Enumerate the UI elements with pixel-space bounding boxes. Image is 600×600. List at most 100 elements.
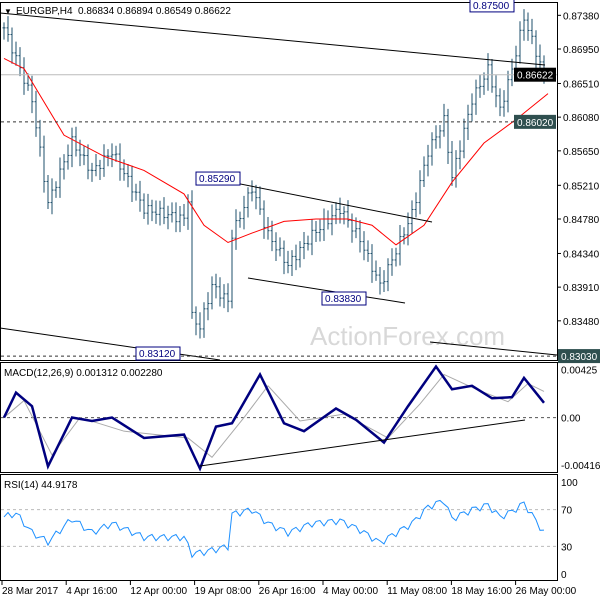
price-bar <box>374 260 378 281</box>
price-bar <box>110 143 114 168</box>
price-bar <box>238 211 242 228</box>
price-bar <box>474 79 478 115</box>
price-bar <box>350 213 354 243</box>
price-bar <box>362 231 366 261</box>
price-bar <box>2 22 6 40</box>
price-bar <box>202 302 206 338</box>
macd-tick-label: -0.004167 <box>561 461 600 472</box>
price-bar <box>278 237 282 257</box>
price-bar <box>258 186 262 215</box>
price-bar <box>294 244 298 271</box>
price-bar <box>302 231 306 260</box>
price-tick-label: 0.84780 <box>563 215 600 226</box>
price-tick-label: 0.87380 <box>563 11 600 22</box>
price-tick-label: 0.85210 <box>563 181 600 192</box>
price-bar <box>66 144 70 170</box>
price-bar <box>522 9 526 41</box>
price-bar <box>482 72 486 95</box>
rsi-tick-label: 0 <box>561 570 567 581</box>
price-bar <box>438 125 442 149</box>
rsi-tick-label: 100 <box>561 478 578 489</box>
price-bar <box>310 219 314 256</box>
price-bar <box>422 156 426 188</box>
price-bar <box>298 241 302 268</box>
price-bar <box>394 247 398 267</box>
price-bar <box>10 27 14 64</box>
price-bar <box>282 240 286 275</box>
trendline[interactable] <box>247 277 406 304</box>
price-bar <box>230 229 234 309</box>
price-bar <box>430 132 434 166</box>
price-bar <box>510 58 514 87</box>
macd-tick-label: 0.00425 <box>561 365 598 376</box>
collapse-arrow-icon[interactable]: ▼ <box>4 7 12 16</box>
trendline[interactable] <box>0 12 546 66</box>
price-bar <box>86 144 90 180</box>
price-bar <box>390 248 394 276</box>
price-bar <box>98 159 102 181</box>
price-bar <box>218 277 222 307</box>
macd-trendline[interactable] <box>429 341 558 356</box>
price-bar <box>50 178 54 215</box>
svg-text:0.83120: 0.83120 <box>139 349 176 360</box>
price-bar <box>366 240 370 262</box>
price-bar <box>286 250 290 274</box>
price-bar <box>486 53 490 91</box>
price-bar <box>382 270 386 293</box>
rsi-tick-label: 30 <box>561 542 573 553</box>
price-bar <box>454 150 458 188</box>
chart-header-symbol: EURGBP,H4 <box>16 6 73 17</box>
price-bar <box>306 235 310 251</box>
price-bar <box>154 200 158 224</box>
price-bar <box>182 203 186 226</box>
price-annotation: 0.85290 <box>195 171 241 186</box>
trendline[interactable] <box>204 176 433 223</box>
price-bar <box>138 180 142 212</box>
price-label-box <box>514 114 556 129</box>
price-bar <box>246 187 250 218</box>
price-tick-label: 0.86950 <box>563 45 600 56</box>
price-bar <box>54 181 58 198</box>
price-bar <box>134 183 138 201</box>
price-bar <box>446 108 450 164</box>
price-annotation: 0.87500 <box>469 0 515 13</box>
price-annotation: 0.83120 <box>135 346 181 361</box>
price-bar <box>406 212 410 246</box>
price-bar <box>434 125 438 149</box>
price-bar <box>358 220 362 253</box>
price-bar <box>442 103 446 137</box>
time-tick-label: 26 May 00:00 <box>516 586 577 597</box>
rsi-label: RSI(14) 44.9178 <box>4 480 78 491</box>
main-panel <box>0 2 558 361</box>
price-bar <box>490 59 494 93</box>
macd-main-line <box>2 364 545 472</box>
macd-trendline[interactable] <box>199 419 526 467</box>
price-bar <box>190 190 194 319</box>
price-bar <box>162 197 166 225</box>
price-bar <box>370 244 374 283</box>
price-bar <box>478 74 482 98</box>
price-bar <box>6 16 10 42</box>
price-bar <box>330 204 334 236</box>
macd-label: MACD(12,26,9) 0.001312 0.002280 <box>4 368 163 379</box>
trendline[interactable] <box>0 327 221 361</box>
price-bar <box>386 258 390 292</box>
price-bar <box>142 193 146 219</box>
price-tick-label: 0.86080 <box>563 113 600 124</box>
price-bar <box>18 47 22 77</box>
price-bar <box>58 157 62 198</box>
price-bar <box>242 195 246 230</box>
moving-average-line <box>3 57 549 246</box>
price-bar <box>146 193 150 225</box>
price-bar <box>126 164 130 188</box>
time-tick-label: 4 Apr 16:00 <box>66 586 118 597</box>
price-bar <box>214 273 218 299</box>
time-tick-label: 4 May 00:00 <box>323 586 378 597</box>
time-tick-label: 28 Mar 2017 <box>2 586 59 597</box>
price-bar <box>290 250 294 276</box>
price-bar <box>378 267 382 295</box>
price-bar <box>266 217 270 240</box>
price-bar <box>194 306 198 336</box>
time-tick-label: 12 Apr 00:00 <box>130 586 187 597</box>
